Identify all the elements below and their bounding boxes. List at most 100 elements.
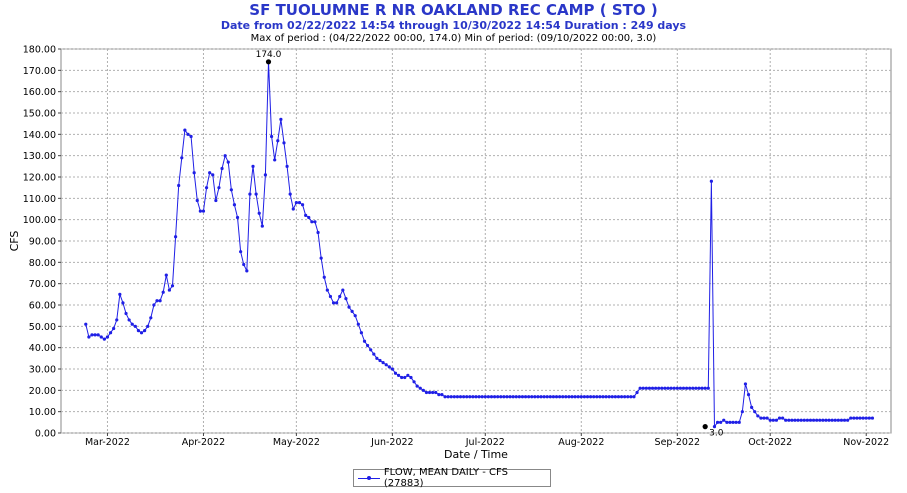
data-point (613, 395, 617, 399)
data-point (592, 395, 596, 399)
data-point (539, 395, 543, 399)
data-point (623, 395, 627, 399)
data-point (139, 331, 144, 335)
data-point (616, 395, 621, 399)
x-tick-label: Nov-2022 (843, 437, 889, 448)
data-point (706, 386, 710, 390)
data-point (731, 420, 735, 424)
legend-label: FLOW, MEAN DAILY - CFS (27883) (383, 467, 508, 489)
data-point (502, 395, 506, 399)
data-point (657, 386, 661, 390)
data-point (787, 418, 791, 422)
data-point (821, 418, 825, 422)
data-point (480, 395, 484, 399)
data-point (434, 390, 438, 395)
data-point (672, 386, 676, 390)
data-point (99, 335, 103, 339)
data-point (520, 395, 525, 399)
data-point (152, 303, 156, 307)
data-point (102, 337, 106, 341)
data-point (384, 363, 388, 367)
data-point (393, 371, 398, 375)
data-point (790, 418, 794, 422)
data-point (728, 420, 732, 424)
y-tick-label: 130.00 (23, 151, 56, 162)
data-point (527, 395, 531, 399)
y-tick-label: 90.00 (29, 237, 56, 248)
data-point (341, 288, 345, 292)
data-point (208, 171, 212, 175)
data-point (87, 335, 91, 339)
data-point (180, 156, 184, 160)
data-point (201, 209, 206, 213)
data-point (725, 420, 729, 424)
data-point (161, 290, 165, 294)
data-point (297, 201, 302, 205)
x-axis-label: Date / Time (444, 448, 508, 461)
data-point (375, 356, 379, 360)
data-point (124, 311, 128, 316)
data-point (638, 386, 642, 390)
data-point (300, 203, 305, 207)
data-point (396, 373, 401, 377)
data-point (378, 358, 382, 363)
data-point (437, 393, 441, 397)
data-point (468, 395, 472, 399)
data-point (486, 395, 490, 399)
data-point (808, 418, 813, 422)
y-tick-label: 140.00 (23, 130, 56, 141)
y-tick-label: 70.00 (29, 279, 56, 290)
data-point (796, 418, 800, 422)
data-point (573, 395, 577, 399)
annotation-point (702, 424, 708, 430)
data-point (462, 395, 466, 399)
data-point (771, 418, 775, 422)
x-tick-label: Sep-2022 (655, 437, 701, 448)
data-point (235, 215, 240, 220)
data-point (362, 339, 367, 343)
data-point (660, 386, 664, 390)
data-point (483, 395, 487, 399)
data-point (418, 386, 422, 390)
data-point (842, 418, 847, 422)
data-point (712, 425, 717, 429)
data-point (387, 365, 391, 369)
data-point (304, 213, 308, 217)
y-tick-label: 160.00 (23, 87, 56, 98)
data-point (366, 343, 370, 348)
data-point (431, 390, 435, 395)
data-point (579, 395, 583, 399)
data-point (325, 288, 329, 292)
data-point (115, 318, 119, 322)
data-point (740, 410, 744, 414)
data-point (688, 386, 692, 390)
data-point (458, 395, 463, 399)
data-point (149, 316, 153, 320)
data-point (536, 395, 540, 399)
legend: FLOW, MEAN DAILY - CFS (27883) (353, 467, 551, 489)
data-point (750, 405, 754, 409)
data-point (619, 395, 624, 399)
data-point (242, 262, 246, 267)
data-point (369, 348, 373, 352)
data-point (146, 324, 150, 328)
data-point (561, 395, 565, 399)
data-point (663, 386, 667, 390)
data-point (192, 171, 196, 175)
y-tick-label: 50.00 (29, 322, 56, 333)
data-point (344, 297, 348, 301)
y-tick-label: 40.00 (29, 343, 56, 354)
data-point (685, 386, 689, 390)
y-tick-label: 0.00 (35, 429, 56, 440)
data-point (548, 395, 552, 399)
data-point (654, 386, 658, 390)
legend-line-marker-icon (358, 473, 380, 483)
y-tick-label: 150.00 (23, 109, 56, 120)
data-point (170, 284, 175, 288)
data-point (700, 386, 704, 390)
data-point (545, 395, 549, 399)
data-point (793, 418, 797, 422)
data-point (691, 386, 695, 390)
data-point (641, 386, 645, 390)
